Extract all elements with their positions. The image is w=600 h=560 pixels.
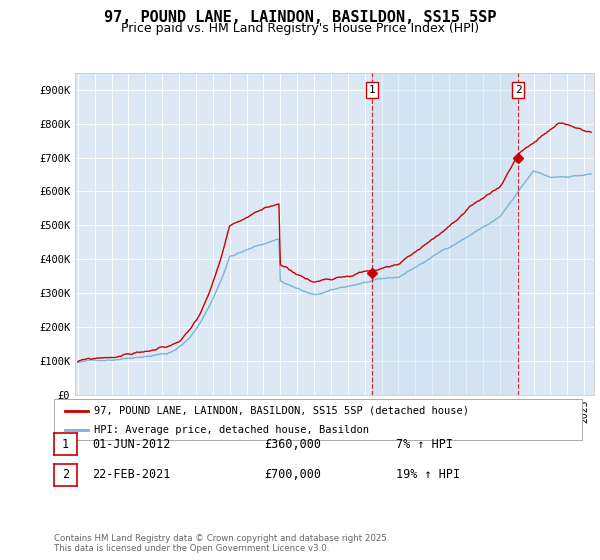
Text: 7% ↑ HPI: 7% ↑ HPI — [396, 437, 453, 451]
Text: 97, POUND LANE, LAINDON, BASILDON, SS15 5SP (detached house): 97, POUND LANE, LAINDON, BASILDON, SS15 … — [94, 405, 469, 416]
Text: 1: 1 — [62, 437, 69, 451]
Text: 2: 2 — [62, 468, 69, 482]
Text: Contains HM Land Registry data © Crown copyright and database right 2025.
This d: Contains HM Land Registry data © Crown c… — [54, 534, 389, 553]
Text: 1: 1 — [368, 85, 375, 95]
Text: Price paid vs. HM Land Registry's House Price Index (HPI): Price paid vs. HM Land Registry's House … — [121, 22, 479, 35]
Bar — [372, 73, 518, 395]
Text: 22-FEB-2021: 22-FEB-2021 — [92, 468, 170, 482]
Text: £360,000: £360,000 — [264, 437, 321, 451]
Text: 19% ↑ HPI: 19% ↑ HPI — [396, 468, 460, 482]
Text: 2: 2 — [515, 85, 521, 95]
Text: HPI: Average price, detached house, Basildon: HPI: Average price, detached house, Basi… — [94, 424, 368, 435]
Text: £700,000: £700,000 — [264, 468, 321, 482]
Text: 01-JUN-2012: 01-JUN-2012 — [92, 437, 170, 451]
Text: 97, POUND LANE, LAINDON, BASILDON, SS15 5SP: 97, POUND LANE, LAINDON, BASILDON, SS15 … — [104, 10, 496, 25]
